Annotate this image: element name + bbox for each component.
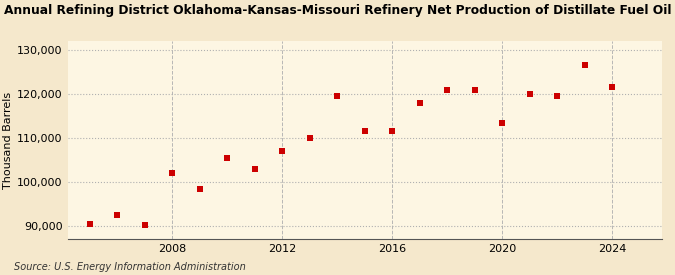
Point bbox=[111, 213, 122, 217]
Point bbox=[551, 94, 562, 98]
Point bbox=[441, 87, 452, 92]
Point bbox=[414, 101, 425, 105]
Point bbox=[497, 120, 508, 125]
Y-axis label: Thousand Barrels: Thousand Barrels bbox=[3, 92, 13, 189]
Point bbox=[579, 63, 590, 68]
Point bbox=[139, 223, 150, 227]
Point bbox=[304, 136, 315, 140]
Text: Source: U.S. Energy Information Administration: Source: U.S. Energy Information Administ… bbox=[14, 262, 245, 272]
Point bbox=[194, 186, 205, 191]
Point bbox=[221, 156, 232, 160]
Point bbox=[359, 129, 370, 134]
Text: Annual Refining District Oklahoma-Kansas-Missouri Refinery Net Production of Dis: Annual Refining District Oklahoma-Kansas… bbox=[4, 4, 671, 17]
Point bbox=[167, 171, 178, 175]
Point bbox=[84, 222, 95, 226]
Point bbox=[607, 85, 618, 90]
Point bbox=[331, 94, 342, 98]
Point bbox=[524, 92, 535, 96]
Point bbox=[249, 167, 260, 171]
Point bbox=[387, 129, 398, 134]
Point bbox=[469, 87, 480, 92]
Point bbox=[277, 149, 288, 153]
